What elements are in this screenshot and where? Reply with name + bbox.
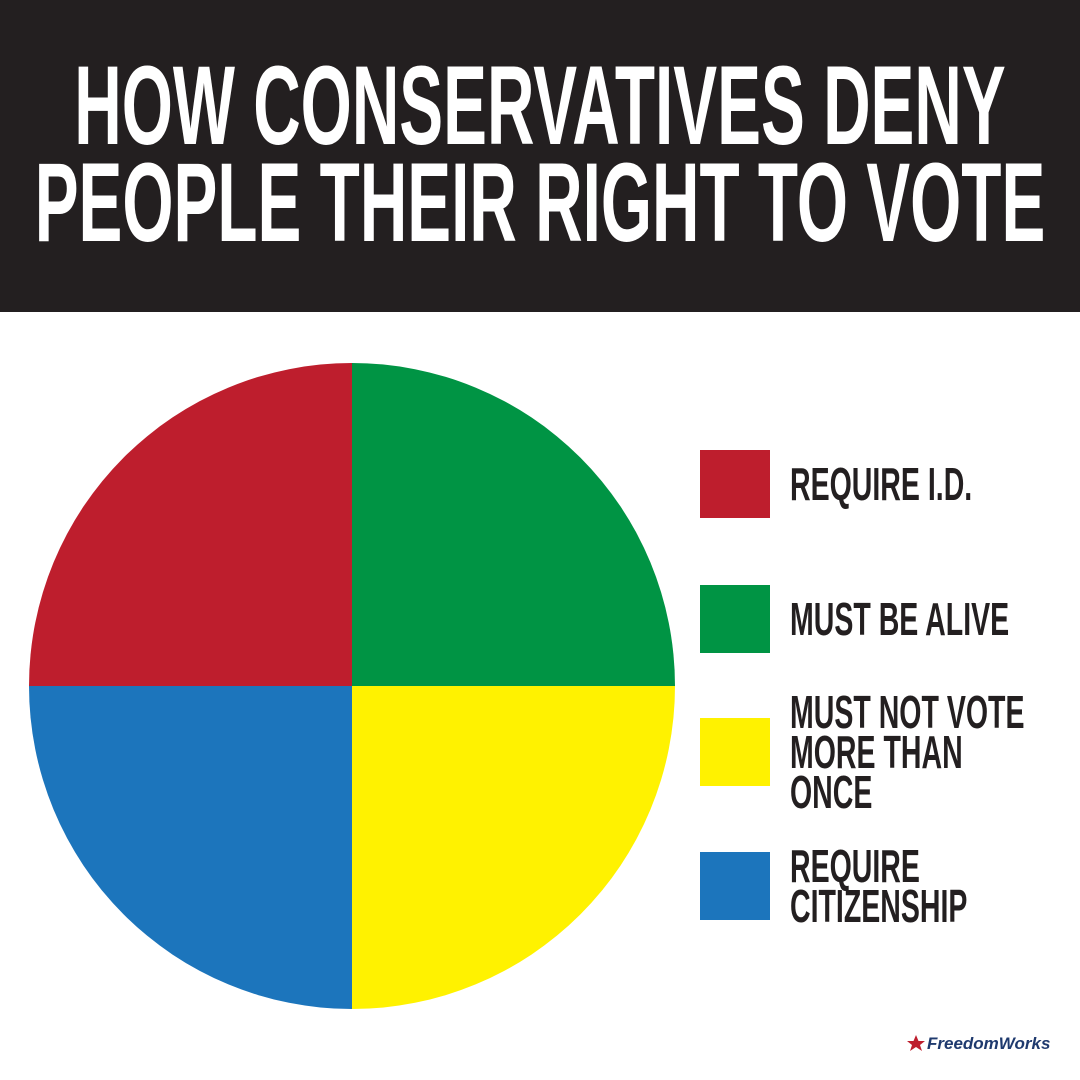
legend-swatch [700, 718, 770, 786]
legend-label-group: REQUIRE I.D. [790, 459, 972, 511]
legend-label: REQUIRE CITIZENSHIP [790, 841, 967, 933]
legend-label-group: MUST NOT VOTE MORE THAN ONCE [790, 687, 1024, 819]
footer-logo: FreedomWorks [927, 1034, 1050, 1053]
legend-swatch [700, 450, 770, 518]
legend-label: REQUIRE I.D. [790, 459, 972, 511]
pie-slice [29, 686, 352, 1009]
legend-label-group: MUST BE ALIVE [790, 594, 1009, 646]
legend-swatch [700, 585, 770, 653]
logo: FreedomWorks [907, 1034, 1050, 1053]
pie-slice [352, 363, 675, 686]
chart-title: HOW CONSERVATIVES DENY PEOPLE THEIR RIGHT… [35, 44, 1046, 265]
pie-slice [29, 363, 352, 686]
legend-label-group: REQUIRE CITIZENSHIP [790, 841, 967, 933]
pie-slice [352, 686, 675, 1009]
header-band [0, 0, 1080, 312]
logo-star [907, 1035, 925, 1051]
chart-title-group: HOW CONSERVATIVES DENY PEOPLE THEIR RIGHT… [35, 44, 1046, 265]
legend-label: MUST NOT VOTE MORE THAN ONCE [790, 687, 1024, 819]
legend-label: MUST BE ALIVE [790, 594, 1009, 646]
legend-swatch [700, 852, 770, 920]
